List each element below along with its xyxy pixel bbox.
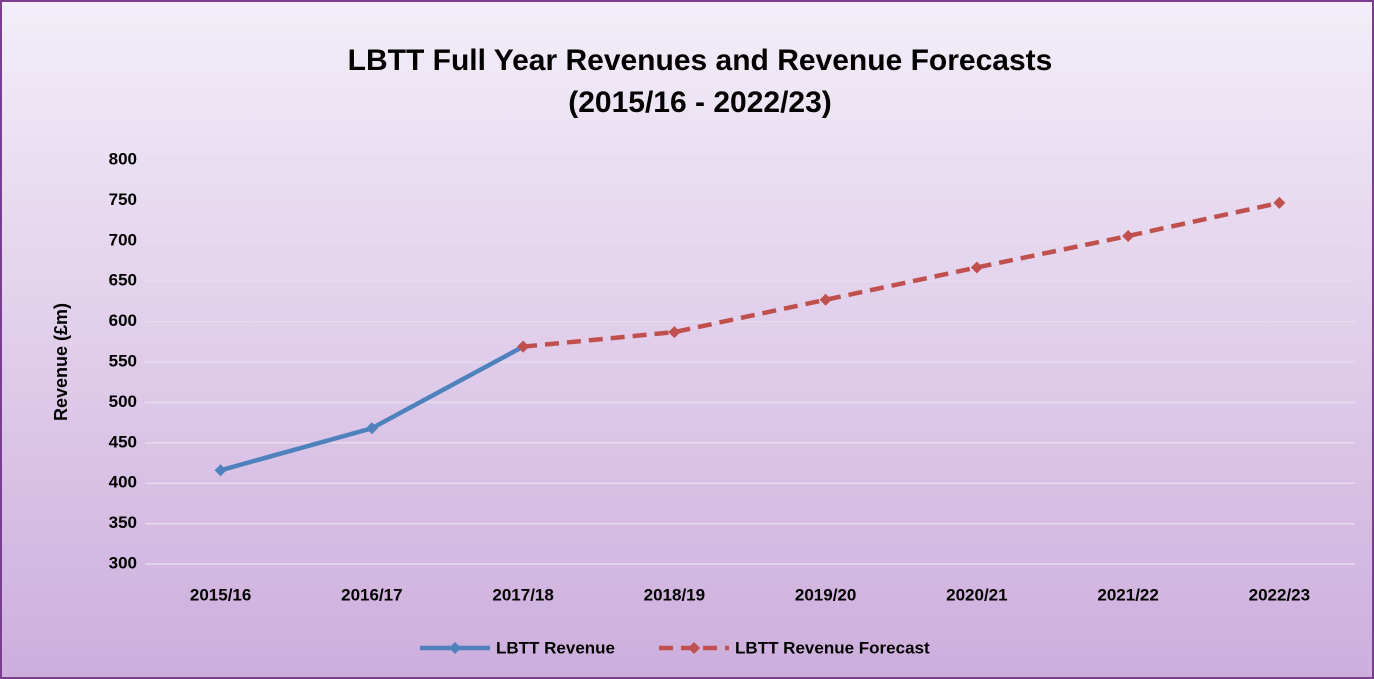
x-tick-label: 2015/16 — [190, 585, 251, 604]
point — [970, 261, 983, 274]
y-tick-label: 300 — [109, 553, 137, 572]
x-tick-label: 2020/21 — [946, 585, 1007, 604]
y-tick-label: 450 — [109, 432, 137, 451]
chart-subtitle: (2015/16 - 2022/23) — [568, 86, 832, 119]
y-tick-label: 800 — [109, 149, 137, 168]
x-tick-label: 2022/23 — [1249, 585, 1310, 604]
point — [365, 422, 378, 435]
y-tick-label: 550 — [109, 351, 137, 370]
point — [1122, 229, 1135, 242]
legend-label: LBTT Revenue — [496, 638, 615, 657]
x-tick-label: 2018/19 — [644, 585, 705, 604]
series-line — [522, 200, 1280, 349]
point — [668, 326, 681, 339]
legend-marker — [688, 642, 701, 654]
y-tick-label: 600 — [109, 311, 137, 330]
point — [819, 293, 832, 306]
x-tick-label: 2019/20 — [795, 585, 856, 604]
legend-label: LBTT Revenue Forecast — [735, 638, 930, 657]
y-tick-label: 500 — [109, 392, 137, 411]
point — [1273, 196, 1286, 209]
point — [214, 464, 227, 477]
y-axis-label: Revenue (£m) — [51, 303, 71, 421]
y-tick-label: 400 — [109, 473, 137, 492]
legend-marker — [449, 642, 461, 654]
x-tick-label: 2017/18 — [492, 585, 553, 604]
y-tick-label: 700 — [109, 230, 137, 249]
y-tick-label: 650 — [109, 271, 137, 290]
point — [517, 340, 530, 353]
y-tick-label: 350 — [109, 513, 137, 532]
x-tick-label: 2016/17 — [341, 585, 402, 604]
x-tick-label: 2021/22 — [1097, 585, 1158, 604]
y-tick-label: 750 — [109, 190, 137, 209]
chart-title: LBTT Full Year Revenues and Revenue Fore… — [348, 44, 1053, 77]
